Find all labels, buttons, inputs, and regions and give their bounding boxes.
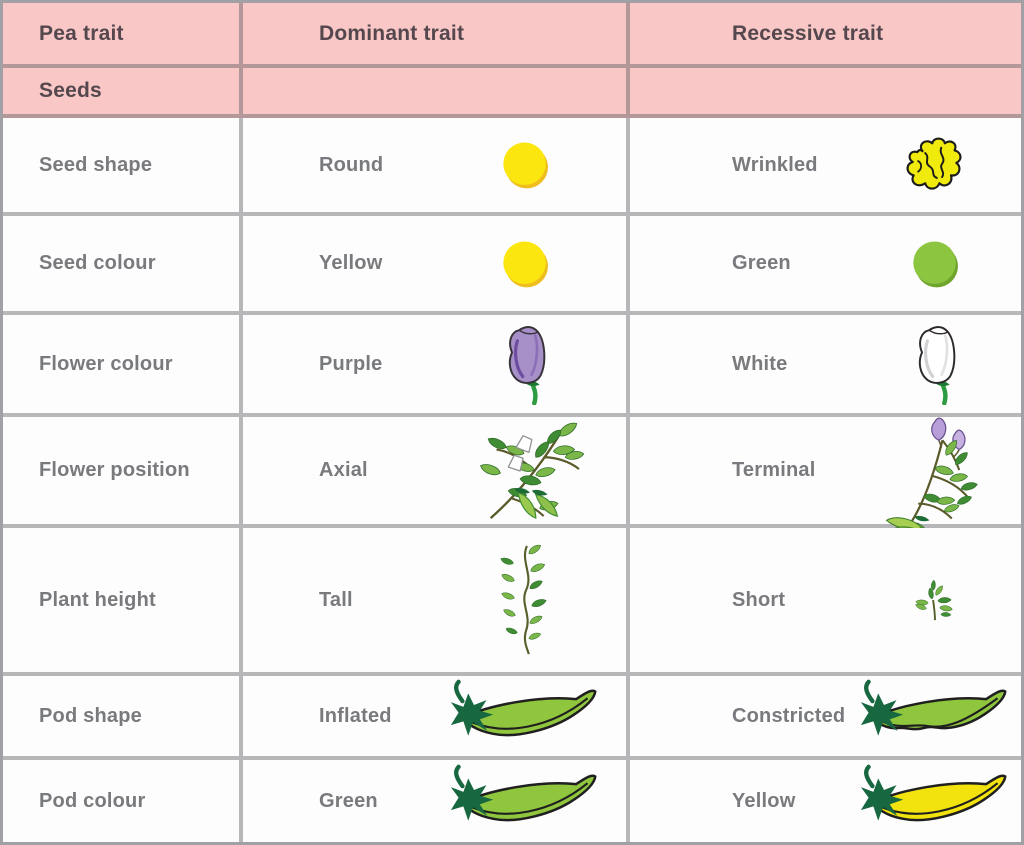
terminal-flowers-icon <box>879 416 991 539</box>
pod-colour-recessive-cell: Yellow <box>630 760 1021 842</box>
dominant-label: Tall <box>319 588 353 611</box>
recessive-label: White <box>732 352 788 375</box>
dominant-label: Yellow <box>319 252 383 274</box>
section-row-empty-recessive <box>630 68 1021 118</box>
dominant-label: Green <box>319 789 378 812</box>
short-plant-icon <box>909 578 961 622</box>
trait-label: Seed colour <box>39 252 156 274</box>
header-recessive-trait-label: Recessive trait <box>732 21 884 45</box>
table-row-flower-colour-trait: Flower colour <box>3 315 243 417</box>
table-row-seed-colour-trait: Seed colour <box>3 216 243 315</box>
dominant-label: Round <box>319 153 384 176</box>
recessive-icon-wrap <box>848 578 1021 622</box>
green-seed-icon <box>909 238 961 290</box>
dominant-icon-wrap <box>423 544 626 656</box>
recessive-icon-wrap <box>848 402 1021 539</box>
recessive-icon-wrap <box>848 323 1021 405</box>
trait-label: Pod shape <box>39 704 142 727</box>
flower-colour-recessive-cell: White <box>630 315 1021 417</box>
trait-label: Flower colour <box>39 352 173 375</box>
flower-position-recessive-cell: Terminal <box>630 417 1021 528</box>
recessive-icon-wrap <box>848 678 1021 755</box>
section-row-empty-dominant <box>243 68 630 118</box>
table-row-plant-height-trait: Plant height <box>3 528 243 676</box>
seed-shape-recessive-cell: Wrinkled <box>630 118 1021 216</box>
inflated-pod-icon <box>443 678 607 755</box>
trait-label: Seed shape <box>39 153 153 176</box>
flower-colour-dominant-cell: Purple <box>243 315 630 417</box>
axial-flowers-icon <box>461 418 589 524</box>
dominant-icon-wrap <box>423 139 626 191</box>
dominant-icon-wrap <box>423 678 626 755</box>
dominant-label: Inflated <box>319 704 392 727</box>
wrinkled-seed-icon <box>903 136 967 195</box>
dominant-icon-wrap <box>423 238 626 290</box>
dominant-label: Axial <box>319 459 368 481</box>
yellow-pod-icon <box>853 763 1017 840</box>
pod-colour-dominant-cell: Green <box>243 760 630 842</box>
pod-shape-dominant-cell: Inflated <box>243 676 630 760</box>
recessive-label: Constricted <box>732 704 846 727</box>
recessive-label: Green <box>732 252 791 274</box>
recessive-label: Terminal <box>732 459 816 481</box>
recessive-label: Wrinkled <box>732 153 818 176</box>
pod-shape-recessive-cell: Constricted <box>630 676 1021 760</box>
seed-colour-dominant-cell: Yellow <box>243 216 630 315</box>
tall-plant-icon <box>494 544 556 656</box>
trait-label: Plant height <box>39 588 156 611</box>
trait-label: Pod colour <box>39 789 146 812</box>
header-recessive-trait: Recessive trait <box>630 3 1021 68</box>
table-row-pod-shape-trait: Pod shape <box>3 676 243 760</box>
seed-shape-dominant-cell: Round <box>243 118 630 216</box>
yellow-seed-icon <box>499 238 551 290</box>
flower-position-dominant-cell: Axial <box>243 417 630 528</box>
dominant-icon-wrap <box>423 763 626 840</box>
table-row-seed-shape-trait: Seed shape <box>3 118 243 216</box>
seed-colour-recessive-cell: Green <box>630 216 1021 315</box>
header-pea-trait-label: Pea trait <box>39 21 124 45</box>
green-pod-icon <box>443 763 607 840</box>
recessive-icon-wrap <box>848 238 1021 290</box>
header-dominant-trait-label: Dominant trait <box>319 21 465 45</box>
recessive-icon-wrap <box>848 763 1021 840</box>
recessive-label: Yellow <box>732 789 796 812</box>
round-seed-icon <box>499 139 551 191</box>
plant-height-recessive-cell: Short <box>630 528 1021 676</box>
section-row-seeds: Seeds <box>3 68 243 118</box>
white-flower-icon <box>906 323 963 405</box>
trait-label: Flower position <box>39 459 190 481</box>
table-row-pod-colour-trait: Pod colour <box>3 760 243 842</box>
section-label: Seeds <box>39 79 102 102</box>
dominant-icon-wrap <box>423 323 626 405</box>
constricted-pod-icon <box>853 678 1017 755</box>
plant-height-dominant-cell: Tall <box>243 528 630 676</box>
purple-flower-icon <box>496 323 553 405</box>
dominant-label: Purple <box>319 352 383 375</box>
header-pea-trait: Pea trait <box>3 3 243 68</box>
recessive-label: Short <box>732 588 786 611</box>
table-row-flower-position-trait: Flower position <box>3 417 243 528</box>
header-dominant-trait: Dominant trait <box>243 3 630 68</box>
dominant-icon-wrap <box>423 418 626 524</box>
recessive-icon-wrap <box>848 136 1021 195</box>
